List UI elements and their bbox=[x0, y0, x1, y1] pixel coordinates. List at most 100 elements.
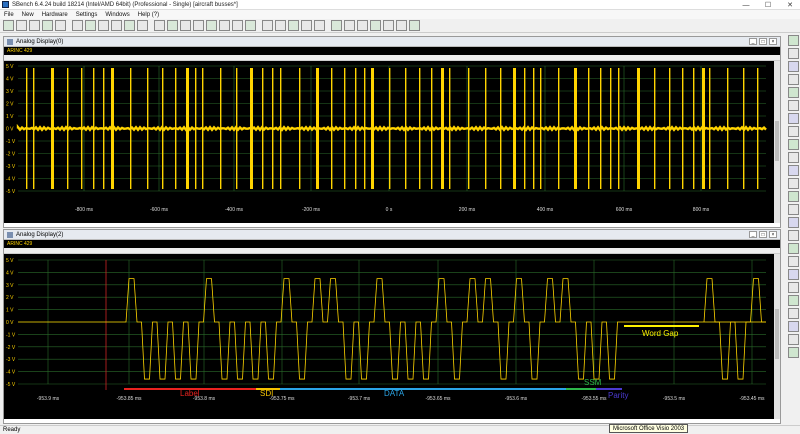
x-tick-label: -953.75 ms bbox=[269, 396, 295, 402]
layout-icon[interactable] bbox=[409, 20, 420, 31]
menu-file[interactable]: File bbox=[4, 11, 14, 18]
rt-zoom-icon[interactable] bbox=[787, 74, 799, 85]
burst-mark bbox=[111, 68, 114, 189]
close-all-icon[interactable] bbox=[396, 20, 407, 31]
grid-icon[interactable] bbox=[331, 20, 342, 31]
scroll-thumb[interactable] bbox=[775, 121, 779, 161]
print-icon[interactable] bbox=[42, 20, 53, 31]
open-icon[interactable] bbox=[16, 20, 27, 31]
panel-minimize-button[interactable]: _ bbox=[749, 38, 757, 45]
right-tool-strip bbox=[786, 33, 800, 425]
horizontal-scrollbar[interactable] bbox=[4, 55, 780, 61]
panel-close-button[interactable]: × bbox=[769, 231, 777, 238]
sdi-segment bbox=[256, 388, 280, 390]
import-icon[interactable] bbox=[301, 20, 312, 31]
rt-channel-icon[interactable] bbox=[787, 61, 799, 72]
panel-close-button[interactable]: × bbox=[769, 38, 777, 45]
panel-restore-button[interactable]: □ bbox=[759, 38, 767, 45]
rt-xy-icon[interactable] bbox=[787, 178, 799, 189]
single-icon[interactable] bbox=[85, 20, 96, 31]
burst-mark bbox=[468, 68, 470, 189]
trigger-icon[interactable] bbox=[137, 20, 148, 31]
menu-help[interactable]: Help (?) bbox=[137, 11, 160, 18]
menu-bar: File New Hardware Settings Windows Help … bbox=[0, 10, 800, 19]
burst-mark bbox=[513, 68, 516, 189]
export-icon[interactable] bbox=[288, 20, 299, 31]
rt-measure-icon[interactable] bbox=[787, 113, 799, 124]
rt-print-icon[interactable] bbox=[787, 204, 799, 215]
channel-icon[interactable] bbox=[124, 20, 135, 31]
horizontal-scrollbar[interactable] bbox=[4, 248, 780, 254]
rt-math-icon[interactable] bbox=[787, 152, 799, 163]
rt-help-icon[interactable] bbox=[787, 321, 799, 332]
zoom-out-icon[interactable] bbox=[219, 20, 230, 31]
parity-segment bbox=[596, 388, 622, 390]
rt-info-icon[interactable] bbox=[787, 269, 799, 280]
vertical-scrollbar[interactable] bbox=[774, 254, 780, 419]
display-icon bbox=[7, 231, 13, 238]
menu-new[interactable]: New bbox=[21, 11, 34, 18]
plot-area[interactable]: 5 V 4 V 3 V 2 V 1 V 0 V -1 V -2 V -3 V -4 V -5 V -9… bbox=[4, 254, 780, 419]
stop-icon[interactable] bbox=[72, 20, 83, 31]
next-word-trace bbox=[703, 278, 766, 380]
burst-mark bbox=[389, 68, 391, 189]
run-icon[interactable] bbox=[55, 20, 66, 31]
plot-area[interactable]: 5 V 4 V 3 V 2 V 1 V 0 V -1 V -2 V -3 V -4 V -5 V -8… bbox=[4, 61, 780, 223]
record-icon[interactable] bbox=[98, 20, 109, 31]
burst-mark bbox=[682, 68, 684, 189]
menu-hardware[interactable]: Hardware bbox=[41, 11, 68, 18]
rt-fft-icon[interactable] bbox=[787, 126, 799, 137]
y-tick-label: 4 V bbox=[6, 270, 14, 276]
calc-icon[interactable] bbox=[275, 20, 286, 31]
measure-icon[interactable] bbox=[232, 20, 243, 31]
info-icon[interactable] bbox=[314, 20, 325, 31]
save-icon[interactable] bbox=[29, 20, 40, 31]
tile-icon[interactable] bbox=[383, 20, 394, 31]
rt-tools-icon[interactable] bbox=[787, 334, 799, 345]
minimize-button[interactable]: — bbox=[742, 1, 750, 9]
y-tick-label: 2 V bbox=[6, 295, 14, 301]
rt-green-icon[interactable] bbox=[787, 35, 799, 46]
fft-icon[interactable] bbox=[180, 20, 191, 31]
burst-mark bbox=[272, 68, 274, 189]
burst-mark bbox=[280, 68, 282, 189]
menu-windows[interactable]: Windows bbox=[105, 11, 130, 18]
scroll-thumb[interactable] bbox=[775, 309, 779, 359]
rt-histogram-icon[interactable] bbox=[787, 165, 799, 176]
x-tick-label: -953.9 ms bbox=[37, 396, 60, 402]
vertical-scrollbar[interactable] bbox=[774, 61, 780, 223]
rt-settings-icon[interactable] bbox=[787, 308, 799, 319]
xy-icon[interactable] bbox=[193, 20, 204, 31]
marker-icon[interactable] bbox=[262, 20, 273, 31]
arrange-icon[interactable] bbox=[357, 20, 368, 31]
text-icon[interactable] bbox=[344, 20, 355, 31]
close-button[interactable]: ✕ bbox=[787, 2, 793, 9]
zoom-in-icon[interactable] bbox=[206, 20, 217, 31]
rt-color-icon[interactable] bbox=[787, 243, 799, 254]
rt-display-icon[interactable] bbox=[787, 48, 799, 59]
settings-icon[interactable] bbox=[111, 20, 122, 31]
new-icon[interactable] bbox=[3, 20, 14, 31]
rt-scale-icon[interactable] bbox=[787, 256, 799, 267]
panel-minimize-button[interactable]: _ bbox=[749, 231, 757, 238]
digital-display-icon[interactable] bbox=[167, 20, 178, 31]
analog-display-icon[interactable] bbox=[154, 20, 165, 31]
y-tick-label: -1 V bbox=[6, 139, 16, 145]
cursor-icon[interactable] bbox=[245, 20, 256, 31]
menu-settings[interactable]: Settings bbox=[75, 11, 98, 18]
rt-grid-icon[interactable] bbox=[787, 230, 799, 241]
rt-wave-icon[interactable] bbox=[787, 295, 799, 306]
y-tick-label: 1 V bbox=[6, 308, 14, 314]
rt-trace-icon[interactable] bbox=[787, 282, 799, 293]
rt-copy-icon[interactable] bbox=[787, 217, 799, 228]
analog-waveform-plot: 5 V 4 V 3 V 2 V 1 V 0 V -1 V -2 V -3 V -4 V -5 V -8… bbox=[6, 64, 767, 213]
rt-misc-icon[interactable] bbox=[787, 347, 799, 358]
x-tick-label: -400 ms bbox=[225, 207, 244, 213]
cascade-icon[interactable] bbox=[370, 20, 381, 31]
rt-export-icon[interactable] bbox=[787, 191, 799, 202]
rt-cursor-icon[interactable] bbox=[787, 100, 799, 111]
rt-marker-icon[interactable] bbox=[787, 87, 799, 98]
rt-filter-icon[interactable] bbox=[787, 139, 799, 150]
maximize-button[interactable]: ☐ bbox=[764, 2, 772, 9]
panel-restore-button[interactable]: □ bbox=[759, 231, 767, 238]
